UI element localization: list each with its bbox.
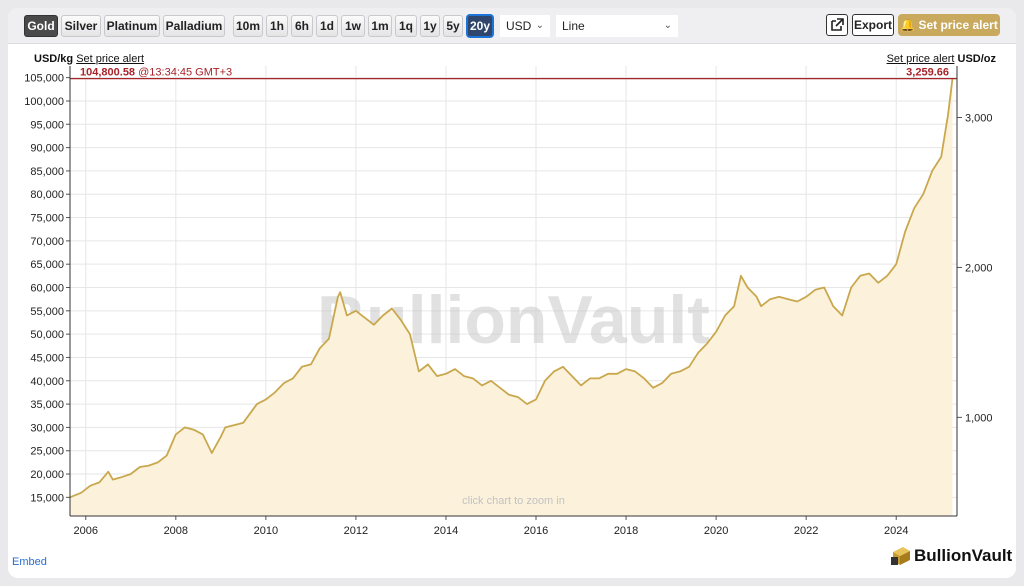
x-tick-label: 2022 [794, 525, 818, 537]
price-series-line [69, 78, 954, 499]
toolbar: Gold Silver Platinum Palladium 10m 1h 6h… [8, 8, 1016, 44]
current-price-label-left: 104,800.58 @13:34:45 GMT+3 [80, 67, 232, 79]
metal-tab-gold[interactable]: Gold [24, 15, 58, 37]
range-1y[interactable]: 1y [420, 15, 440, 37]
right-axis-header: Set price alert USD/oz [887, 53, 996, 65]
export-button[interactable]: Export [852, 14, 894, 36]
range-1d[interactable]: 1d [316, 15, 338, 37]
price-area-fill [70, 78, 953, 516]
chart-style-select[interactable]: Line ⌄ [556, 15, 678, 37]
set-price-alert-button[interactable]: 🔔 Set price alert [898, 14, 1000, 36]
chart-style-value: Line [562, 19, 585, 33]
left-axis-unit: USD/kg [34, 53, 74, 65]
x-tick-label: 2020 [704, 525, 728, 537]
chart-widget: Gold Silver Platinum Palladium 10m 1h 6h… [8, 8, 1016, 578]
x-tick-label: 2024 [884, 525, 908, 537]
x-tick-label: 2014 [434, 525, 458, 537]
y-tick-label-left: 60,000 [30, 283, 64, 295]
right-axis-unit: USD/oz [957, 53, 997, 65]
y-tick-label-left: 15,000 [30, 492, 64, 504]
currency-value: USD [506, 19, 532, 33]
y-tick-label-left: 45,000 [30, 352, 64, 364]
brand-name: BullionVault [914, 546, 1013, 565]
y-tick-label-left: 80,000 [30, 189, 64, 201]
y-tick-label-left: 105,000 [24, 73, 64, 85]
x-tick-label: 2018 [614, 525, 638, 537]
metal-tab-silver[interactable]: Silver [61, 15, 101, 37]
currency-select[interactable]: USD ⌄ [500, 15, 550, 37]
range-1m[interactable]: 1m [368, 15, 392, 37]
range-1w[interactable]: 1w [341, 15, 365, 37]
y-tick-label-left: 50,000 [30, 329, 64, 341]
chevron-down-icon: ⌄ [663, 20, 672, 31]
y-tick-label-left: 30,000 [30, 422, 64, 434]
y-tick-label-left: 85,000 [30, 166, 64, 178]
range-6h[interactable]: 6h [291, 15, 313, 37]
range-1h[interactable]: 1h [266, 15, 288, 37]
y-tick-label-left: 70,000 [30, 236, 64, 248]
embed-link[interactable]: Embed [12, 556, 47, 568]
y-tick-label-left: 25,000 [30, 446, 64, 458]
range-20y[interactable]: 20y [467, 15, 493, 37]
price-chart[interactable]: 15,000 20,000 25,000 30,000 35,000 40,000 45,0… [8, 8, 1016, 578]
bullionvault-logo-icon [891, 547, 910, 565]
y-tick-label-left: 100,000 [24, 96, 64, 108]
y-tick-label-left: 75,000 [30, 213, 64, 225]
y-tick-label-right: 1,000 [965, 412, 993, 424]
external-link-icon [831, 18, 844, 31]
y-tick-label-left: 20,000 [30, 469, 64, 481]
left-set-price-alert-link[interactable]: Set price alert [76, 53, 145, 65]
range-5y[interactable]: 5y [443, 15, 463, 37]
x-tick-label: 2016 [524, 525, 548, 537]
zoom-hint: click chart to zoom in [462, 495, 565, 507]
x-tick-label: 2006 [74, 525, 98, 537]
bell-icon: 🔔 [900, 18, 916, 32]
range-1q[interactable]: 1q [395, 15, 417, 37]
x-tick-label: 2012 [344, 525, 368, 537]
metal-tab-platinum[interactable]: Platinum [104, 15, 160, 37]
y-tick-label-left: 65,000 [30, 259, 64, 271]
x-tick-label: 2008 [164, 525, 188, 537]
y-tick-label-right: 3,000 [965, 113, 993, 125]
set-price-alert-label: Set price alert [918, 18, 998, 32]
y-tick-label-left: 35,000 [30, 399, 64, 411]
y-tick-label-right: 2,000 [965, 262, 993, 274]
current-price-label-right: 3,259.66 [906, 67, 949, 79]
chevron-down-icon: ⌄ [535, 20, 544, 31]
y-tick-label-left: 95,000 [30, 119, 64, 131]
range-10m[interactable]: 10m [233, 15, 263, 37]
y-tick-label-left: 90,000 [30, 143, 64, 155]
right-set-price-alert-link[interactable]: Set price alert [886, 53, 955, 65]
left-axis-header: USD/kg Set price alert [34, 53, 144, 65]
metal-tab-palladium[interactable]: Palladium [163, 15, 225, 37]
open-external-button[interactable] [826, 14, 848, 36]
y-tick-label-left: 55,000 [30, 306, 64, 318]
y-tick-label-left: 40,000 [30, 376, 64, 388]
x-tick-label: 2010 [254, 525, 278, 537]
